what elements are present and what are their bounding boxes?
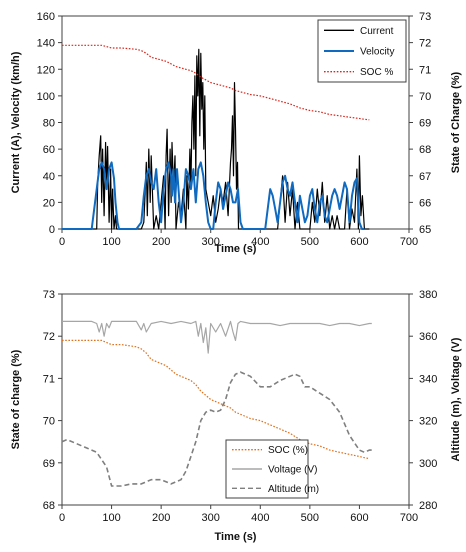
top-legend: Current Velocity SOC % [317, 19, 407, 83]
bottom-y2-tick-label: 340 [419, 373, 437, 385]
top-y-tick-label: 60 [43, 144, 55, 156]
top-y-tick-label: 100 [37, 91, 55, 103]
bottom-x-tick-label: 100 [102, 512, 120, 524]
top-legend-label: Current [360, 26, 394, 37]
bottom-y-tick-label: 68 [43, 500, 55, 512]
bottom-x-tick-label: 700 [400, 512, 418, 524]
top-legend-label: Velocity [360, 47, 394, 58]
bottom-legend-label: Altitude (m) [268, 484, 319, 495]
bottom-y-tick-label: 70 [43, 416, 55, 428]
bottom-legend-label: SOC (%) [268, 445, 308, 456]
top-x-tick-label: 700 [400, 236, 418, 248]
bottom-y2-tick-label: 360 [419, 331, 437, 343]
top-y2-tick-label: 68 [419, 144, 431, 156]
chart-bottom: 0 100 200 300 400 500 600 700 68 69 70 71 72 73 280 300… [10, 289, 462, 543]
bottom-y-tick-label: 73 [43, 289, 55, 301]
top-x-tick-label: 100 [102, 236, 120, 248]
top-x-tick-label: 600 [350, 236, 368, 248]
top-x-tick-label: 0 [59, 236, 65, 248]
top-y2-tick-label: 67 [419, 171, 431, 183]
top-series-current-line [62, 48, 370, 230]
bottom-y2-tick-label: 380 [419, 289, 437, 301]
bottom-y-axis-title: State of charge (%) [10, 349, 22, 449]
bottom-x-tick-label: 400 [251, 512, 269, 524]
top-y2-tick-label: 72 [419, 38, 431, 50]
bottom-x-tick-label: 200 [152, 512, 170, 524]
bottom-y2-tick-label: 320 [419, 416, 437, 428]
chart-top: 0 100 200 300 400 500 600 700 0 20 40 60 80 100 120 140… [10, 11, 462, 255]
top-y2-tick-label: 69 [419, 118, 431, 130]
bottom-x-tick-label: 500 [301, 512, 319, 524]
top-y-tick-label: 40 [43, 171, 55, 183]
bottom-x-tick-label: 600 [350, 512, 368, 524]
top-y-tick-label: 140 [37, 38, 55, 50]
top-y-axis-title: Current (A), Velocity (km/h) [10, 51, 22, 193]
bottom-y-tick-label: 71 [43, 373, 55, 385]
bottom-series-altitude-m-line [61, 371, 372, 487]
top-x-tick-label: 400 [251, 236, 269, 248]
top-x-tick-label: 200 [152, 236, 170, 248]
bottom-legend-label: Voltage (V) [268, 465, 317, 476]
top-y-tick-label: 0 [49, 224, 55, 236]
top-y2-tick-label: 66 [419, 197, 431, 209]
bottom-x-tick-label: 0 [59, 512, 65, 524]
bottom-x-tick-label: 300 [202, 512, 220, 524]
top-y2-tick-label: 71 [419, 64, 431, 76]
top-y-tick-label: 160 [37, 11, 55, 23]
top-x-tick-label: 500 [301, 236, 319, 248]
top-x-axis-title: Time (s) [215, 243, 257, 255]
bottom-y-tick-label: 72 [43, 331, 55, 343]
bottom-series-voltage-v-line [62, 320, 372, 354]
top-series-soc-line [62, 44, 370, 121]
top-y2-tick-label: 73 [419, 11, 431, 23]
top-y2-tick-label: 65 [419, 224, 431, 236]
bottom-x-axis-title: Time (s) [215, 531, 257, 543]
top-y-tick-label: 80 [43, 118, 55, 130]
bottom-y2-tick-label: 280 [419, 500, 437, 512]
top-y-tick-label: 20 [43, 197, 55, 209]
top-legend-label: SOC % [360, 67, 393, 78]
top-y-tick-label: 120 [37, 64, 55, 76]
bottom-y2-axis-title: Altitude (m), Voltage (V) [450, 337, 462, 461]
top-x-tick-label: 300 [202, 236, 220, 248]
bottom-legend: SOC (%) Voltage (V) Altitude (m) [225, 439, 319, 499]
top-y2-tick-label: 70 [419, 91, 431, 103]
bottom-y2-tick-label: 300 [419, 458, 437, 470]
top-y2-axis-title: State of Charge (%) [450, 71, 462, 173]
top-series-velocity-line [62, 161, 365, 230]
bottom-y-tick-label: 69 [43, 458, 55, 470]
